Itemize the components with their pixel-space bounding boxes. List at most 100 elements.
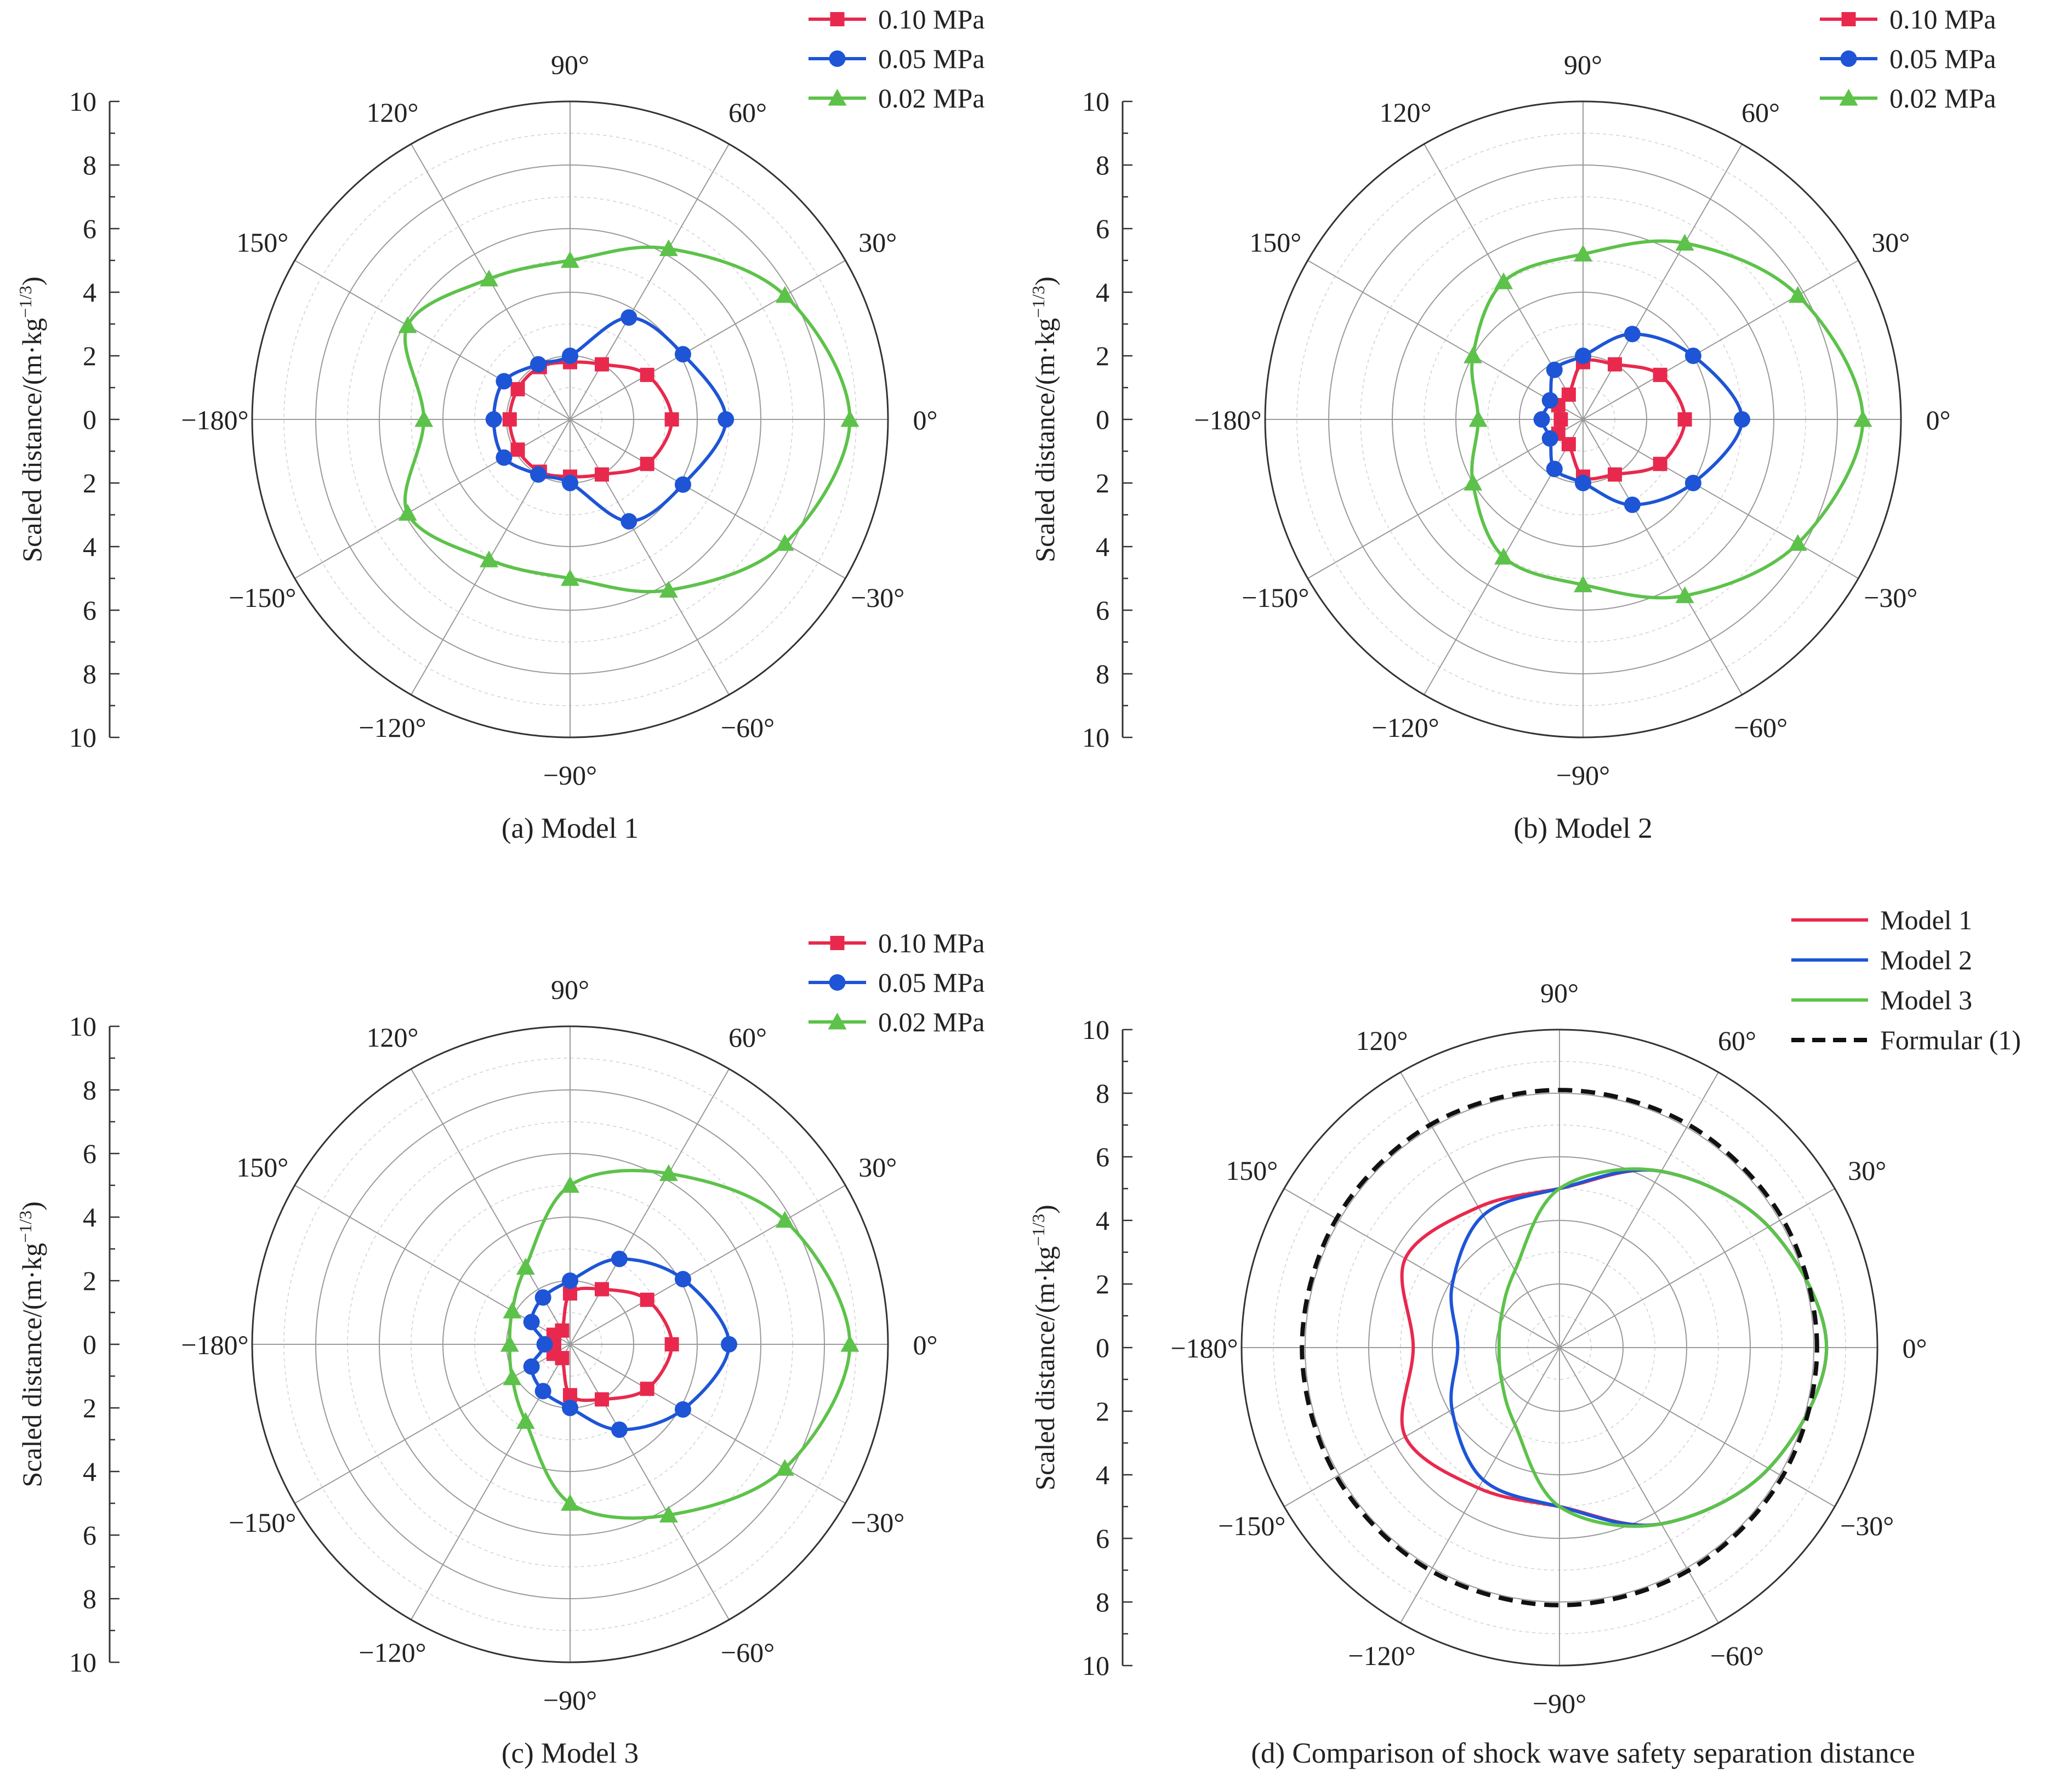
legend-marker <box>830 12 845 26</box>
series-line-3 <box>1497 1167 1829 1528</box>
outer-circle <box>1240 1029 1879 1667</box>
grid-spoke <box>570 1344 846 1504</box>
data-point <box>1624 326 1641 343</box>
y-axis-title-main: Scaled distance/(m·kg <box>16 318 47 563</box>
y-tick-label: 4 <box>83 277 96 308</box>
legend-label: 0.02 MPa <box>878 1007 984 1037</box>
angle-label: 90° <box>1540 978 1579 1008</box>
y-tick-label: 8 <box>83 1075 96 1105</box>
y-tick-label: 10 <box>1082 1650 1109 1681</box>
data-point <box>561 1494 579 1511</box>
angle-label: −150° <box>1218 1510 1285 1541</box>
y-tick-label: 4 <box>1096 1205 1109 1236</box>
data-point <box>510 382 525 396</box>
grid-spoke <box>1583 419 1743 695</box>
angle-label: −90° <box>1533 1688 1586 1719</box>
y-tick-label: 6 <box>1096 213 1109 244</box>
angle-label: −180° <box>181 405 248 435</box>
legend-label: 0.05 MPa <box>878 43 984 74</box>
y-tick-label: 10 <box>1082 86 1109 117</box>
data-point <box>1541 430 1558 447</box>
data-point <box>496 449 513 466</box>
data-point <box>840 410 859 427</box>
data-point <box>562 348 578 364</box>
data-point <box>530 356 547 373</box>
data-point <box>721 1336 737 1353</box>
panel-caption: (d) Comparison of shock wave safety sepa… <box>1251 1737 1915 1769</box>
angle-label: −90° <box>543 1685 597 1715</box>
y-axis-title: Scaled distance/(m·kg−1/3) <box>1028 276 1060 562</box>
data-point <box>664 412 679 427</box>
y-tick-label: 6 <box>1096 1523 1109 1554</box>
data-point <box>516 1412 535 1429</box>
legend-marker <box>829 974 846 991</box>
y-tick-label: 2 <box>1096 340 1109 371</box>
angle-label: −60° <box>721 712 775 743</box>
angle-label: −150° <box>1242 582 1309 613</box>
data-point <box>674 476 691 493</box>
grid-spoke <box>1400 1072 1560 1348</box>
data-point <box>555 1351 570 1366</box>
y-tick-label: 10 <box>69 1647 96 1678</box>
angle-label: 120° <box>1380 97 1432 128</box>
data-point <box>1853 410 1872 427</box>
data-point <box>1653 457 1667 471</box>
y-tick-label: 8 <box>1096 150 1109 180</box>
angle-label: −180° <box>1194 405 1261 435</box>
data-point <box>523 1314 540 1331</box>
grid-spoke <box>570 144 730 420</box>
data-point <box>1464 346 1483 363</box>
angle-label: −30° <box>851 582 904 613</box>
y-axis-title-main: Scaled distance/(m·kg <box>1029 318 1060 563</box>
data-point <box>561 1176 579 1193</box>
data-point <box>775 534 794 551</box>
y-tick-label: 2 <box>83 1393 96 1423</box>
data-point <box>562 1272 578 1289</box>
data-point <box>1468 410 1488 427</box>
grid-spoke <box>294 1185 571 1345</box>
angle-label: −60° <box>721 1637 775 1668</box>
data-point <box>1788 286 1807 303</box>
y-axis-title-main: Scaled distance/(m·kg <box>1029 1246 1060 1491</box>
legend-label: 0.10 MPa <box>878 4 984 35</box>
y-tick-label: 8 <box>1096 658 1109 689</box>
angle-label: 150° <box>236 1152 288 1183</box>
outer-circle <box>1264 100 1902 738</box>
data-point <box>516 1258 535 1275</box>
y-tick-label: 8 <box>83 658 96 689</box>
outer-circle <box>251 100 889 738</box>
angle-label: 120° <box>367 1022 419 1053</box>
angle-label: −90° <box>1556 760 1610 791</box>
data-point <box>1494 548 1513 565</box>
y-axis-title: Scaled distance/(m·kg−1/3) <box>15 276 47 562</box>
data-point <box>503 1302 522 1319</box>
angle-label: 30° <box>858 227 897 258</box>
angle-label: −150° <box>229 582 296 613</box>
angle-label: 0° <box>1926 405 1951 435</box>
legend-label: 0.05 MPa <box>1889 43 1996 74</box>
data-point <box>500 1335 519 1352</box>
data-point <box>561 251 579 268</box>
data-point <box>595 1392 609 1407</box>
grid-spoke <box>1284 1347 1560 1507</box>
y-tick-label: 2 <box>1096 1269 1109 1299</box>
legend-label: Model 2 <box>1880 945 1972 975</box>
data-point <box>1788 534 1807 551</box>
data-point <box>621 309 637 326</box>
grid-spoke <box>570 260 846 420</box>
data-point <box>1574 245 1592 262</box>
y-tick-label: 4 <box>83 531 96 562</box>
angle-label: 120° <box>1356 1025 1408 1056</box>
data-point <box>1677 412 1692 427</box>
legend-label: 0.02 MPa <box>1889 83 1996 113</box>
angle-label: −120° <box>358 712 426 743</box>
legend-marker <box>828 89 847 106</box>
data-point <box>595 1282 609 1297</box>
y-tick-label: 10 <box>1082 1014 1109 1045</box>
data-point <box>398 504 417 521</box>
grid-spoke <box>570 419 730 695</box>
data-point <box>659 581 678 598</box>
data-point <box>530 466 547 483</box>
